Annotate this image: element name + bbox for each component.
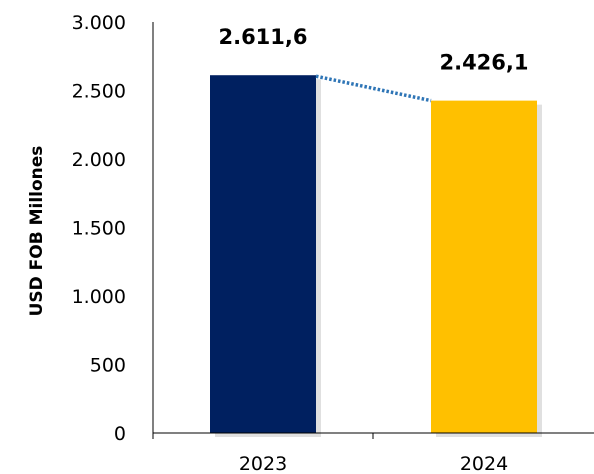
bar-2023 — [210, 75, 316, 433]
connector-layer — [315, 74, 432, 103]
y-tick-label: 2.500 — [72, 81, 126, 103]
y-tick-label: 3.000 — [72, 12, 126, 34]
data-label-2024: 2.426,1 — [439, 51, 528, 75]
bar-2024 — [431, 100, 537, 433]
y-axis-title: USD FOB Millones — [27, 146, 47, 317]
y-tick-label: 1.500 — [72, 218, 126, 240]
y-tick-label: 0 — [114, 423, 126, 445]
x-category-label: 2024 — [460, 453, 508, 474]
x-axis-labels: 2023 2024 — [239, 453, 508, 474]
data-labels: 2.611,6 2.426,1 — [218, 25, 528, 74]
y-axis-ticks: 0 500 1.000 1.500 2.000 2.500 3.000 — [72, 12, 126, 445]
bars — [210, 75, 542, 437]
connector-line — [315, 74, 432, 103]
axes — [152, 22, 594, 439]
y-tick-label: 500 — [90, 355, 126, 377]
y-tick-label: 2.000 — [72, 149, 126, 171]
data-label-2023: 2.611,6 — [218, 25, 307, 49]
x-category-label: 2023 — [239, 453, 287, 474]
y-tick-label: 1.000 — [72, 286, 126, 308]
